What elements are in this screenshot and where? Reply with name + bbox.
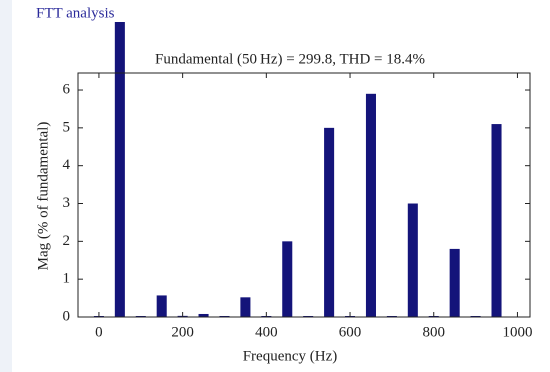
y-tick-label: 5 bbox=[63, 119, 71, 135]
x-tick-label: 400 bbox=[255, 324, 278, 340]
y-tick-label: 0 bbox=[63, 308, 71, 324]
bar bbox=[240, 297, 251, 317]
y-tick-label: 4 bbox=[63, 157, 71, 173]
bar bbox=[365, 93, 376, 317]
bar bbox=[491, 124, 502, 318]
x-tick-label: 800 bbox=[422, 324, 445, 340]
bar bbox=[324, 127, 335, 317]
y-tick-label: 1 bbox=[63, 271, 71, 287]
x-axis-label: Frequency (Hz) bbox=[243, 348, 338, 364]
y-tick-label: 6 bbox=[63, 81, 71, 97]
bar bbox=[407, 203, 418, 317]
bar bbox=[198, 313, 209, 317]
x-tick-label: 0 bbox=[95, 324, 103, 340]
chart-title: Fundamental (50 Hz) = 299.8, THD = 18.4% bbox=[155, 51, 425, 67]
y-tick-label: 2 bbox=[63, 233, 71, 249]
bar bbox=[114, 22, 125, 317]
bar bbox=[282, 241, 293, 317]
x-tick-label: 600 bbox=[339, 324, 362, 340]
bar bbox=[156, 295, 167, 317]
plot-frame bbox=[77, 72, 531, 318]
y-tick-label: 3 bbox=[63, 195, 71, 211]
header: FTT analysis bbox=[36, 5, 115, 21]
x-tick-label: 200 bbox=[171, 324, 194, 340]
side-strip bbox=[0, 0, 12, 372]
x-tick-label: 1000 bbox=[502, 324, 532, 340]
bar bbox=[449, 248, 460, 317]
y-axis-label: Mag (% of fundamental) bbox=[35, 122, 51, 271]
